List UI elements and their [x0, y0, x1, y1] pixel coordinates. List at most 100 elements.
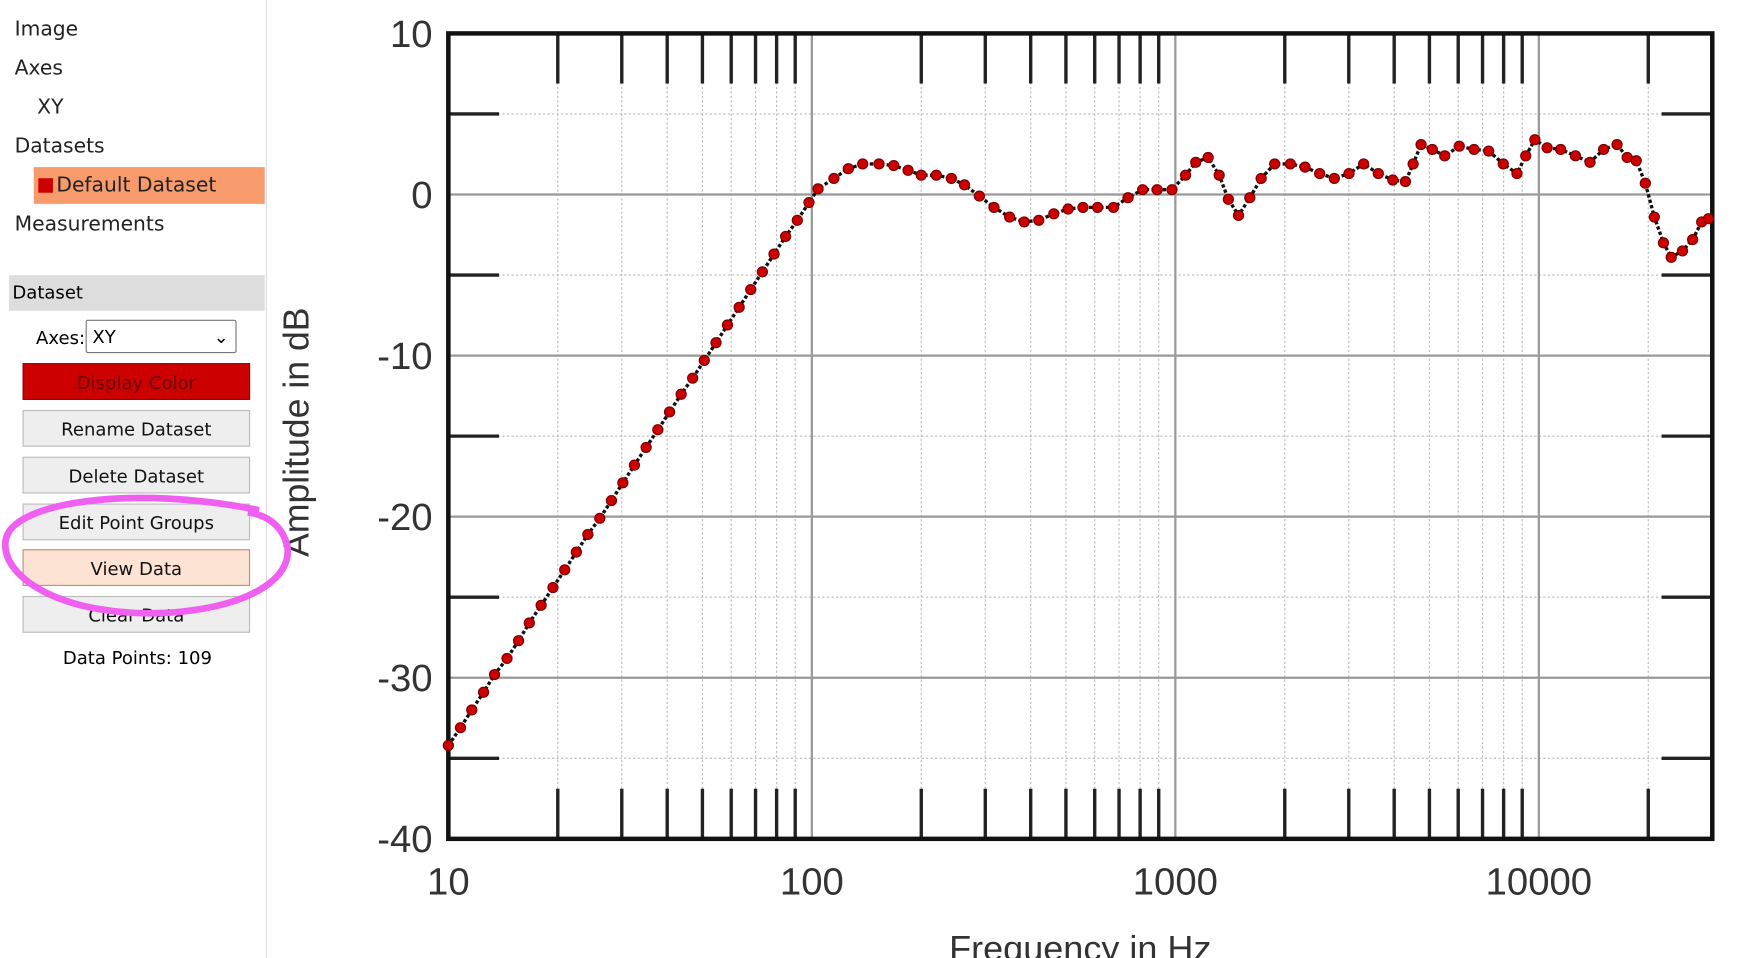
data-point — [1387, 174, 1399, 186]
data-point — [1299, 161, 1311, 173]
y-tick-label: -40 — [377, 819, 432, 861]
plot-frame — [446, 31, 1715, 842]
data-point — [1415, 138, 1427, 151]
selected-dataset[interactable]: Default Dataset — [33, 167, 265, 204]
data-point — [988, 201, 1000, 213]
data-point — [1541, 142, 1553, 154]
tree-item[interactable]: Datasets — [14, 134, 105, 159]
data-point — [1597, 143, 1610, 155]
data-point — [828, 172, 840, 184]
data-point — [1255, 172, 1267, 184]
button[interactable]: Display Color — [22, 363, 251, 400]
data-point — [1372, 167, 1384, 180]
data-point — [1232, 209, 1245, 222]
axes-label: Axes: — [36, 327, 86, 349]
data-point — [640, 441, 652, 453]
data-point — [442, 739, 454, 751]
data-point — [454, 722, 467, 734]
data-point — [559, 564, 571, 576]
tree-item[interactable]: Axes — [14, 56, 63, 81]
data-point — [523, 617, 535, 629]
data-point — [1426, 143, 1438, 155]
data-point — [812, 183, 824, 195]
data-point — [652, 424, 664, 436]
data-point — [1569, 150, 1582, 162]
data-point — [1122, 192, 1134, 204]
x-tick-label: 1000 — [1133, 862, 1218, 904]
data-point — [721, 319, 734, 331]
data-point — [1584, 156, 1596, 168]
tree-item[interactable]: Measurements — [14, 212, 165, 237]
data-point — [1190, 156, 1202, 168]
data-point — [1314, 167, 1326, 180]
data-point — [710, 337, 722, 349]
data-point — [1657, 237, 1670, 249]
x-tick-label: 100 — [780, 862, 844, 904]
sidebar: Image Axes XY Datasets Default Dataset M… — [0, 0, 267, 958]
data-point — [1328, 172, 1340, 184]
data-point — [488, 668, 501, 681]
data-point — [1137, 184, 1149, 196]
tree-item[interactable]: XY — [37, 95, 64, 120]
data-point — [1407, 158, 1419, 170]
data-point — [1483, 145, 1495, 157]
tree-item[interactable]: Default Dataset — [56, 173, 217, 198]
y-tick-label: -30 — [377, 658, 432, 700]
data-point — [958, 179, 971, 191]
x-tick-label: 10000 — [1486, 862, 1592, 904]
data-point — [535, 599, 547, 611]
color-swatch — [38, 178, 53, 193]
data-point — [1497, 158, 1509, 170]
annotation — [2, 494, 292, 617]
data-point — [973, 190, 986, 202]
data-point — [628, 459, 641, 471]
y-tick-label: 10 — [390, 14, 433, 56]
data-point — [1062, 203, 1074, 215]
data-point — [1033, 214, 1045, 226]
data-point — [902, 164, 914, 176]
data-point — [745, 283, 757, 296]
points-count: Data Points: 109 — [62, 647, 212, 669]
data-point — [1648, 211, 1660, 223]
data-point — [1511, 167, 1523, 180]
data-point — [687, 372, 699, 384]
button[interactable]: View Data — [22, 549, 251, 586]
data-point — [915, 169, 927, 181]
data-point — [1453, 140, 1465, 152]
select-value: XY — [92, 326, 116, 348]
data-point — [1107, 201, 1120, 213]
tree-item[interactable]: Image — [14, 17, 79, 42]
data-point — [1399, 176, 1412, 188]
data-point — [1284, 158, 1296, 170]
y-axis-label: Amplitude in dB — [276, 307, 316, 557]
data-point — [1269, 158, 1281, 170]
data-point — [1611, 138, 1623, 151]
data-point — [1665, 251, 1677, 263]
y-tick-label: 0 — [411, 175, 432, 217]
data-point — [1202, 151, 1214, 164]
x-axis-label: Frequency in Hz — [949, 928, 1211, 958]
data-point — [1468, 143, 1480, 155]
select-arrow: ⌄ — [213, 326, 229, 348]
data-point — [842, 163, 854, 175]
data-point — [930, 169, 942, 181]
data-point — [1630, 155, 1642, 167]
button[interactable]: Edit Point Groups — [22, 503, 251, 541]
data-point — [570, 546, 582, 558]
data-point — [857, 158, 869, 170]
highlight-circle — [2, 494, 292, 617]
data-point — [1179, 169, 1192, 181]
data-point — [1343, 167, 1355, 180]
axes-select[interactable]: XY ⌄ — [85, 319, 237, 354]
data-point — [582, 528, 594, 540]
x-tick-label: 10 — [427, 862, 470, 904]
data-point — [547, 581, 559, 594]
button[interactable]: Delete Dataset — [22, 456, 251, 494]
data-point — [1702, 213, 1715, 225]
data-point — [1439, 150, 1451, 162]
data-point — [791, 214, 803, 226]
button[interactable]: Rename Dataset — [22, 409, 251, 447]
data-point — [675, 388, 687, 400]
data-point — [1555, 143, 1567, 155]
